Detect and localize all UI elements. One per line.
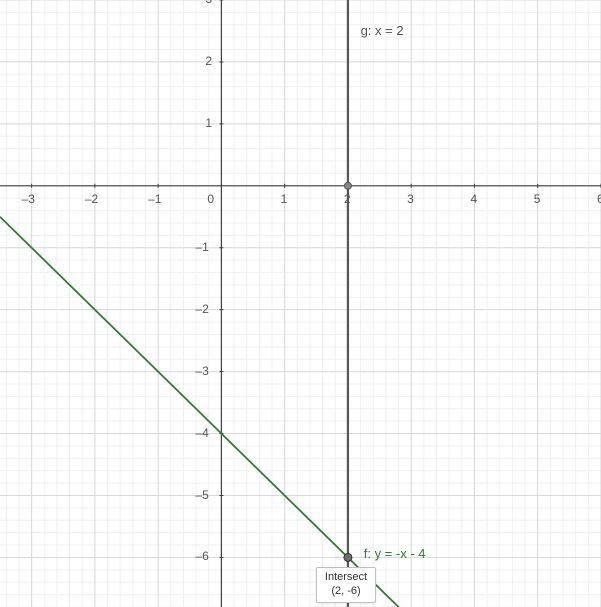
line-f (0, 217, 601, 607)
tooltip-value: (2, -6) (325, 585, 367, 599)
y-tick-label: –1 (195, 240, 208, 254)
line-g-label: g: x = 2 (361, 23, 404, 38)
x-tick-label: 0 (207, 192, 214, 206)
y-tick-label: 1 (205, 116, 212, 130)
plot-svg (0, 0, 601, 607)
y-tick-label: –5 (195, 488, 208, 502)
tooltip-title: Intersect (325, 571, 367, 585)
point-axis-cross[interactable] (344, 182, 351, 189)
x-tick-label: –3 (22, 192, 35, 206)
x-tick-label: 3 (407, 192, 414, 206)
y-tick-label: –2 (195, 302, 208, 316)
x-tick-label: –2 (85, 192, 98, 206)
x-tick-label: 5 (534, 192, 541, 206)
point-intersection[interactable] (344, 553, 352, 561)
y-tick-label: 3 (205, 0, 212, 6)
intersection-tooltip: Intersect(2, -6) (316, 567, 376, 603)
x-tick-label: –1 (148, 192, 161, 206)
y-tick-label: –6 (195, 549, 208, 563)
line-f-label: f: y = -x - 4 (364, 546, 426, 561)
x-tick-label: 6 (597, 192, 601, 206)
y-tick-label: –4 (195, 426, 208, 440)
y-tick-label: –3 (195, 364, 208, 378)
x-tick-label: 2 (344, 192, 351, 206)
y-tick-label: 2 (205, 54, 212, 68)
x-tick-label: 1 (281, 192, 288, 206)
coordinate-plot[interactable]: –3 –2 –1 0 1 2 3 4 5 6 –6 –5 –4 –3 –2 –1 1 2 3 g: x = 2 f: y… (0, 0, 601, 607)
x-tick-label: 4 (470, 192, 477, 206)
